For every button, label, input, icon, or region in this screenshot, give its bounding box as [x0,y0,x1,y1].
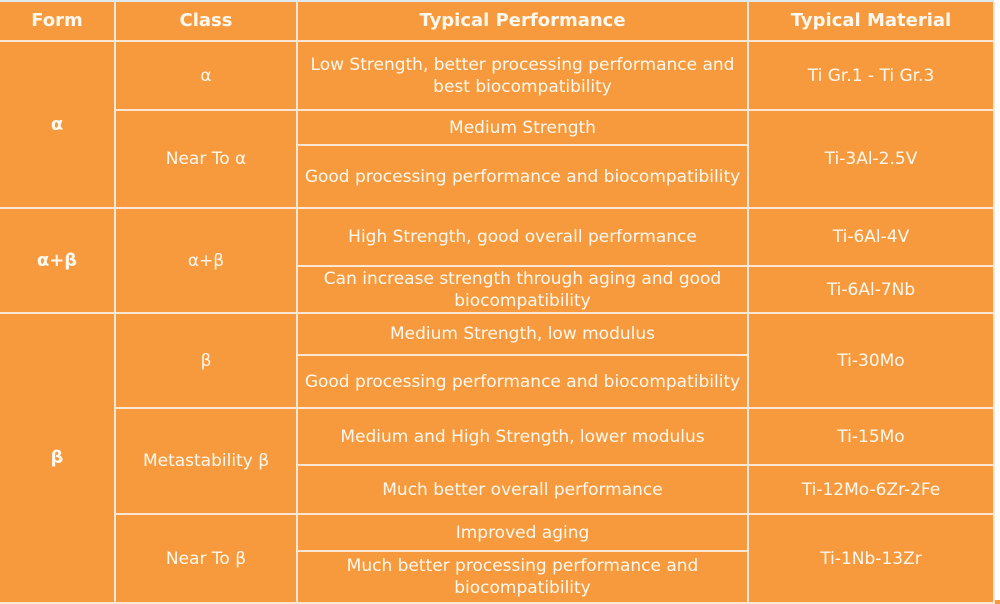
performance-cell: Medium and High Strength, lower modulus [296,407,749,466]
form-cell-beta: β [0,312,116,604]
table-row: β β Medium Strength, low modulus Ti-30Mo [0,312,995,604]
header-typical-performance: Typical Performance [296,2,749,42]
header-class: Class [114,2,298,42]
material-cell: Ti-12Mo-6Zr-2Fe [747,464,995,515]
performance-cell: Improved aging [296,513,749,552]
header-typical-material: Typical Material [747,2,995,42]
table-row: Good processing performance and biocompa… [0,144,994,209]
performance-cell: Medium Strength, low modulus [296,312,749,356]
table-row: α α Low Strength, better processing perf… [0,40,995,209]
class-cell-beta: β [114,312,298,409]
performance-cell: Much better processing performance and b… [297,550,749,604]
material-cell: Ti-1Nb-13Zr [747,513,995,604]
form-cell-alpha: α [0,40,116,209]
class-cell-near-beta: Near To β [115,513,298,604]
performance-cell: Low Strength, better processing performa… [296,40,749,111]
header-row: Form Class Typical Performance Typical M… [0,2,995,42]
class-cell-near-alpha: Near To α [115,109,298,209]
table-row: Can increase strength through aging and … [0,265,995,314]
right-edge [994,0,1000,600]
table-row: Much better processing performance and b… [0,550,994,604]
material-cell: Ti-3Al-2.5V [747,109,995,209]
material-cell: Ti Gr.1 - Ti Gr.3 [747,40,995,111]
table-row: Near To α Medium Strength Ti-3Al-2.5V [0,109,995,209]
material-cell: Ti-6Al-4V [747,207,995,267]
class-cell-metastability-beta: Metastability β [115,407,298,515]
form-cell-alpha-beta: α+β [0,207,116,314]
table-row: Much better overall performance Ti-12Mo-… [0,464,995,515]
top-edge [0,0,1000,2]
table-row: Metastability β Medium and High Strength… [0,407,995,515]
header-form: Form [0,2,116,42]
table-row: α+β α+β High Strength, good overall perf… [0,207,995,314]
table-row: Good processing performance and biocompa… [0,354,994,409]
material-cell: Ti-6Al-7Nb [747,265,995,314]
performance-cell: Can increase strength through aging and … [297,265,749,314]
material-cell: Ti-30Mo [747,312,995,409]
performance-cell: Much better overall performance [297,464,749,515]
class-cell-alpha-beta: α+β [114,207,298,314]
performance-cell: Good processing performance and biocompa… [297,144,749,209]
performance-cell: High Strength, good overall performance [296,207,749,267]
performance-cell: Medium Strength [296,109,749,146]
material-cell: Ti-15Mo [747,407,995,466]
class-cell-alpha: α [114,40,298,111]
table-row: Near To β Improved aging Ti-1Nb-13Zr [0,513,995,604]
performance-cell: Good processing performance and biocompa… [297,354,749,409]
